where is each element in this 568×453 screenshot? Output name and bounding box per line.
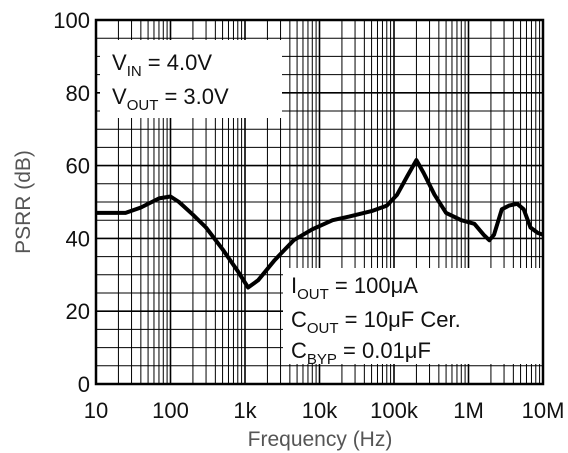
components-box: [283, 268, 543, 364]
plot-frame: [94, 18, 545, 386]
x-tick-label: 10M: [522, 398, 565, 423]
cout-annotation: COUT = 10μF Cer.: [291, 307, 461, 337]
vin-annotation: VIN = 4.0V: [112, 50, 212, 80]
y-tick-label: 100: [53, 8, 90, 33]
y-tick-label: 20: [66, 299, 90, 324]
y-tick-label: 80: [66, 81, 90, 106]
y-tick-label: 0: [78, 372, 90, 397]
conditions-box: [100, 40, 282, 118]
x-tick-label: 10: [84, 398, 108, 423]
cbyp-annotation: CBYP = 0.01μF: [291, 338, 431, 368]
x-tick-label: 10k: [302, 398, 338, 423]
x-tick-label: 1M: [453, 398, 484, 423]
y-tick-label: 40: [66, 226, 90, 251]
iout-annotation: IOUT = 100μA: [291, 273, 418, 303]
x-tick-label: 100: [152, 398, 189, 423]
y-tick-labels: 0 20 40 60 80 100: [53, 8, 90, 397]
y-tick-label: 60: [66, 154, 90, 179]
x-tick-labels: 10 100 1k 10k 100k 1M 10M: [84, 398, 565, 423]
x-tick-label: 1k: [233, 398, 257, 423]
y-axis-title: PSRR (dB): [12, 150, 35, 254]
x-tick-label: 100k: [370, 398, 419, 423]
vout-annotation: VOUT = 3.0V: [112, 84, 229, 114]
x-axis-title: Frequency (Hz): [248, 428, 393, 451]
